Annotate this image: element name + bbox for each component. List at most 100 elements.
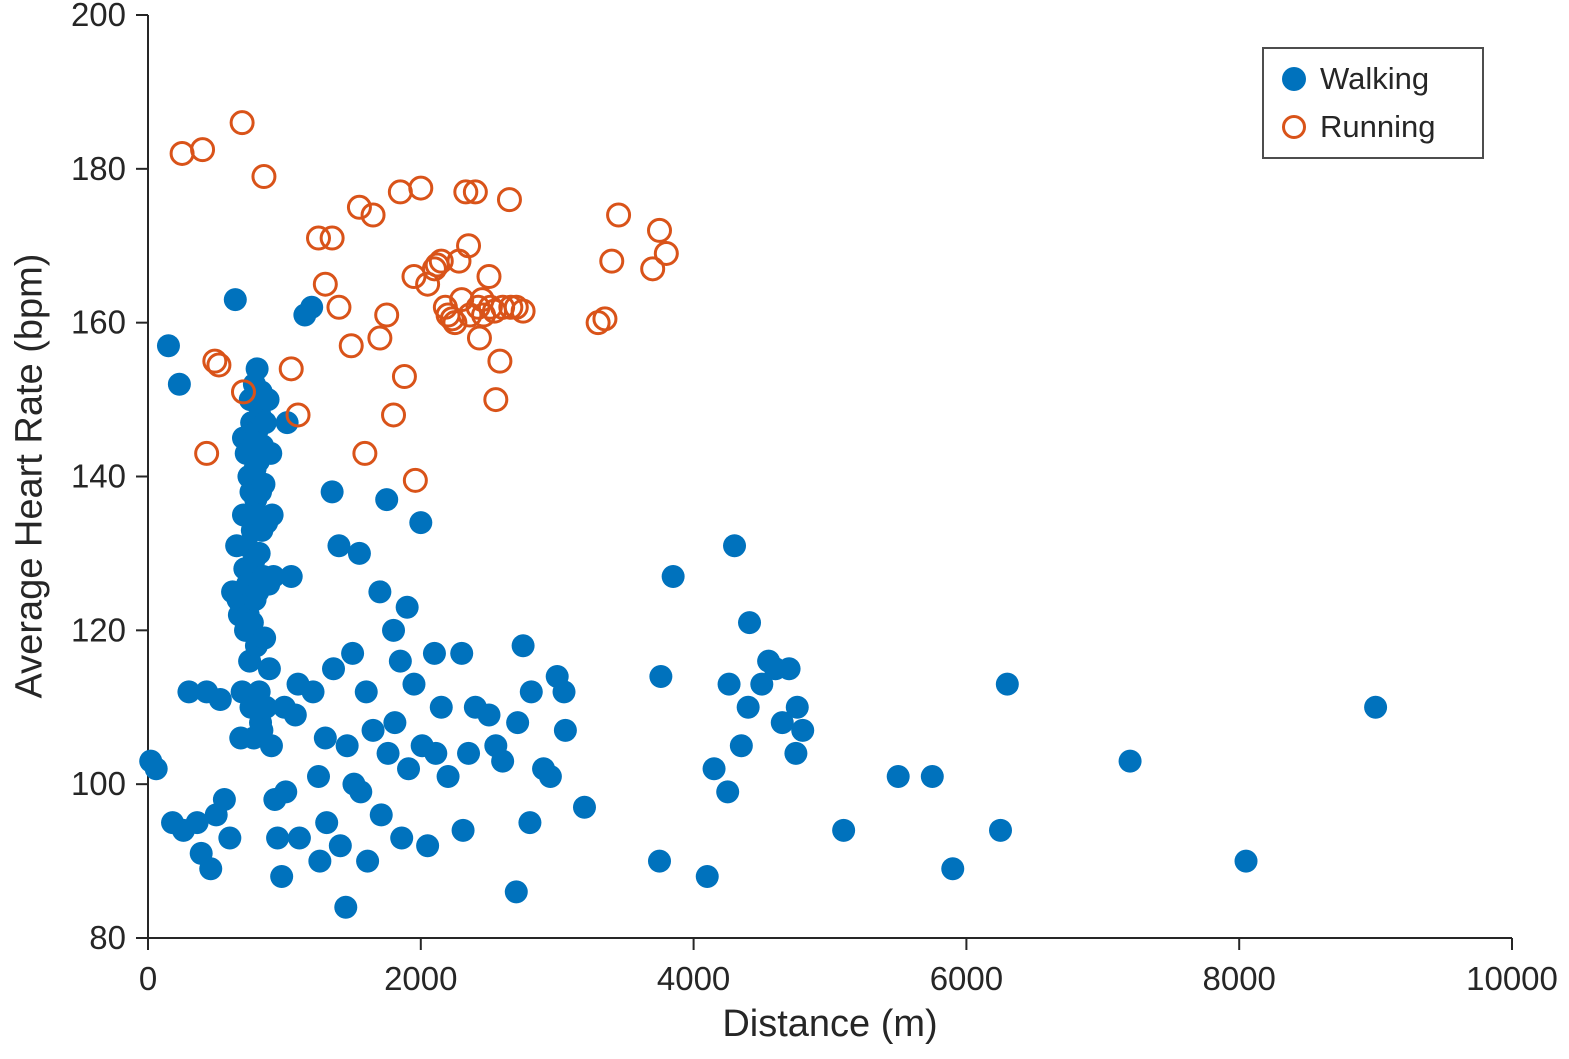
walking-point xyxy=(791,718,815,742)
walking-point xyxy=(457,741,481,765)
running-point xyxy=(408,175,434,201)
walking-point xyxy=(375,488,399,512)
running-point xyxy=(374,302,400,328)
walking-point xyxy=(320,480,344,504)
running-point xyxy=(194,440,220,466)
running-point xyxy=(319,225,345,251)
walking-point xyxy=(253,626,277,650)
running-point xyxy=(251,164,277,190)
running-point xyxy=(487,348,513,374)
walking-point xyxy=(368,580,392,604)
walking-point xyxy=(422,641,446,665)
walking-point xyxy=(436,764,460,788)
walking-point xyxy=(416,834,440,858)
walking-point xyxy=(245,357,269,381)
walking-point xyxy=(253,411,277,435)
walking-point xyxy=(322,657,346,681)
walking-point xyxy=(382,618,406,642)
walking-point xyxy=(553,718,577,742)
running-point xyxy=(306,225,331,251)
walking-point xyxy=(349,780,373,804)
walking-point xyxy=(254,695,278,719)
running-point xyxy=(229,110,255,136)
walking-point xyxy=(989,818,1012,842)
walking-point xyxy=(270,864,294,888)
walking-point xyxy=(390,826,414,850)
walking-point xyxy=(552,680,576,704)
walking-point xyxy=(259,441,283,465)
running-point xyxy=(381,402,407,428)
walking-point xyxy=(376,741,400,765)
walking-point xyxy=(702,757,726,781)
walking-point xyxy=(477,703,501,727)
running-point xyxy=(421,256,447,282)
walking-point xyxy=(649,664,673,688)
running-point xyxy=(338,333,364,359)
walking-point xyxy=(266,826,290,850)
walking-point xyxy=(257,657,281,681)
x-tick-label: 8000 xyxy=(1202,960,1275,997)
running-point xyxy=(278,356,304,382)
running-point xyxy=(428,248,454,274)
walking-point xyxy=(784,741,808,765)
walking-point xyxy=(335,734,359,758)
walking-point xyxy=(538,764,562,788)
running-point xyxy=(352,440,378,466)
running-point xyxy=(206,352,232,378)
walking-point xyxy=(256,388,280,412)
y-tick-label: 80 xyxy=(89,919,126,956)
walking-point xyxy=(334,895,358,919)
running-point xyxy=(360,202,386,228)
y-tick-label: 160 xyxy=(71,304,126,341)
walking-point xyxy=(341,641,365,665)
walking-point xyxy=(729,734,753,758)
y-tick-label: 100 xyxy=(71,765,126,802)
legend-label-walking: Walking xyxy=(1320,61,1430,96)
walking-point xyxy=(723,534,747,558)
running-point xyxy=(606,202,632,228)
running-point xyxy=(202,348,228,374)
legend-entry-walking: Walking xyxy=(1264,55,1482,103)
running-point xyxy=(477,294,503,320)
running-point xyxy=(367,325,393,351)
walking-point xyxy=(252,472,276,496)
y-tick-label: 200 xyxy=(71,0,126,33)
legend: Walking Running xyxy=(1262,47,1484,159)
walking-marker-icon xyxy=(1282,67,1306,91)
walking-point xyxy=(491,749,515,773)
walking-point xyxy=(648,849,671,873)
x-tick-label: 2000 xyxy=(384,960,457,997)
walking-point xyxy=(144,757,168,781)
walking-point xyxy=(275,411,299,435)
running-point xyxy=(496,187,522,213)
walking-point xyxy=(785,695,809,719)
running-point xyxy=(453,179,479,205)
legend-entry-running: Running xyxy=(1264,103,1482,151)
running-point xyxy=(442,310,468,336)
x-tick-label: 4000 xyxy=(657,960,730,997)
running-point xyxy=(326,294,352,320)
walking-point xyxy=(167,372,191,396)
walking-point xyxy=(451,818,475,842)
walking-point xyxy=(383,711,407,735)
x-tick-label: 0 xyxy=(139,960,157,997)
running-point xyxy=(230,379,256,405)
running-point xyxy=(462,179,488,205)
walking-point xyxy=(347,541,371,565)
running-point xyxy=(312,271,338,297)
walking-point xyxy=(307,764,330,788)
running-point xyxy=(346,194,372,220)
y-tick-label: 140 xyxy=(71,458,126,495)
x-tick-label: 6000 xyxy=(930,960,1003,997)
walking-point xyxy=(301,680,325,704)
walking-point xyxy=(1234,849,1258,873)
walking-point xyxy=(920,764,944,788)
walking-point xyxy=(395,595,419,619)
running-point xyxy=(387,179,413,205)
walking-point xyxy=(260,503,284,527)
walking-point xyxy=(369,803,393,827)
walking-point xyxy=(218,826,242,850)
walking-point xyxy=(695,864,719,888)
